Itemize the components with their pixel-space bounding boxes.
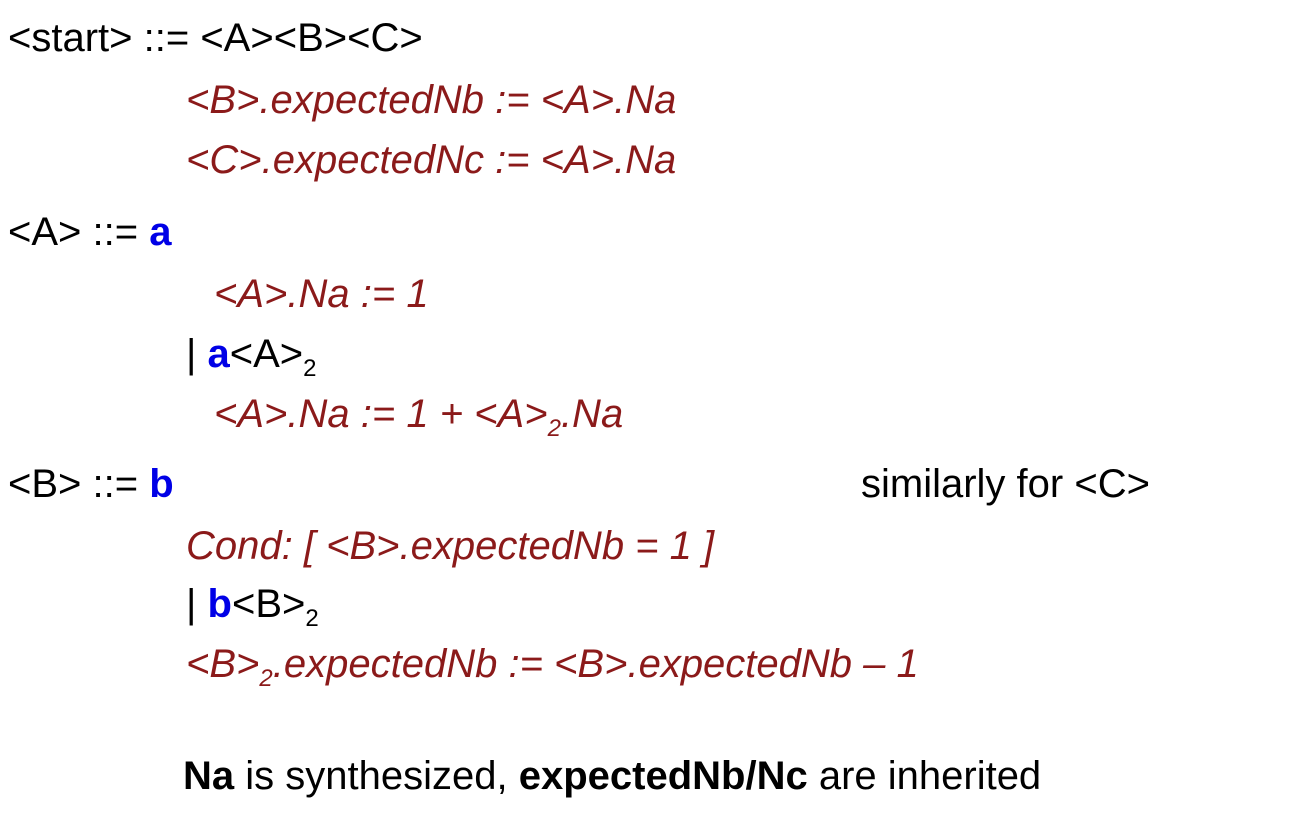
a-rule-na-1: <A>.Na := 1 xyxy=(214,272,429,316)
b-alt-bar: | xyxy=(186,582,208,626)
a-rule2-post: .Na xyxy=(560,392,624,436)
a-production: <A> ::= a xyxy=(8,208,171,256)
b-alt-nonterminal: <B> xyxy=(231,582,306,626)
a-alt-bar: | xyxy=(186,332,208,376)
summary-expected: expectedNb/Nc xyxy=(518,754,808,798)
a-rule-na-recursive: <A>.Na := 1 + <A>2.Na xyxy=(214,390,624,441)
a-rule2-subscript: 2 xyxy=(547,415,561,442)
b-condition: Cond: [ <B>.expectedNb = 1 ] xyxy=(186,524,715,568)
a-alt-subscript: 2 xyxy=(303,355,317,382)
similar-note: similarly for <C> xyxy=(861,462,1150,506)
summary-text1: is synthesized, xyxy=(234,754,519,798)
a-rule2-pre: <A>.Na := 1 + <A> xyxy=(214,392,548,436)
b-alt-terminal: b xyxy=(207,582,232,626)
b-rule-pre: <B> xyxy=(186,642,260,686)
b-rule-expected-nb: <B>2.expectedNb := <B>.expectedNb – 1 xyxy=(186,640,919,691)
b-production: <B> ::= b xyxy=(8,460,174,508)
a-terminal: a xyxy=(149,210,172,254)
a-alt-terminal: a xyxy=(207,332,230,376)
b-terminal: b xyxy=(149,462,174,506)
summary-text2: are inherited xyxy=(807,754,1042,798)
start-rule-expected-nc: <C>.expectedNc := <A>.Na xyxy=(186,138,677,182)
a-alternative: | a<A>2 xyxy=(186,330,317,381)
b-rule-post: .expectedNb := <B>.expectedNb – 1 xyxy=(272,642,919,686)
start-production: <start> ::= <A><B><C> xyxy=(8,16,423,60)
a-alt-nonterminal: <A> xyxy=(229,332,304,376)
start-rule-expected-nb: <B>.expectedNb := <A>.Na xyxy=(186,78,677,122)
summary-line: Na is synthesized, expectedNb/Nc are inh… xyxy=(183,752,1041,800)
summary-na: Na xyxy=(183,754,235,798)
b-alt-subscript: 2 xyxy=(305,605,319,632)
b-lhs: <B> ::= xyxy=(8,462,150,506)
b-rule-subscript: 2 xyxy=(259,665,273,692)
a-lhs: <A> ::= xyxy=(8,210,150,254)
b-alternative: | b<B>2 xyxy=(186,580,319,631)
